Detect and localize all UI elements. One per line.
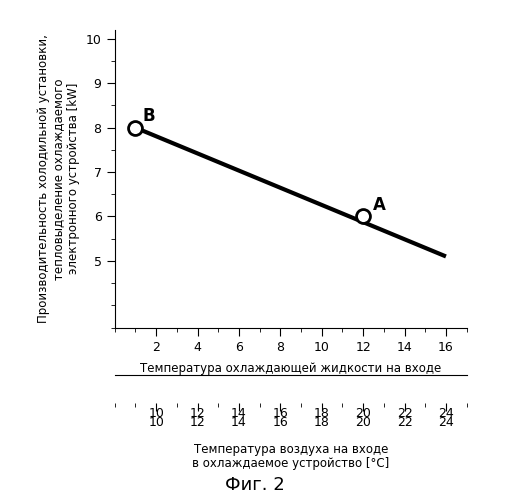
Text: B: B bbox=[143, 108, 155, 126]
Text: A: A bbox=[372, 196, 385, 214]
X-axis label: Температура охлаждающей жидкости на входе
в холодильную установку [°C]: Температура охлаждающей жидкости на вход… bbox=[140, 362, 440, 390]
Text: Температура воздуха на входе
в охлаждаемое устройство [°C]: Температура воздуха на входе в охлаждаем… bbox=[192, 442, 388, 470]
Text: Фиг. 2: Фиг. 2 bbox=[224, 476, 285, 494]
Y-axis label: Производительность холодильной установки,
тепловыделение охлаждаемого
электронно: Производительность холодильной установки… bbox=[37, 34, 80, 323]
